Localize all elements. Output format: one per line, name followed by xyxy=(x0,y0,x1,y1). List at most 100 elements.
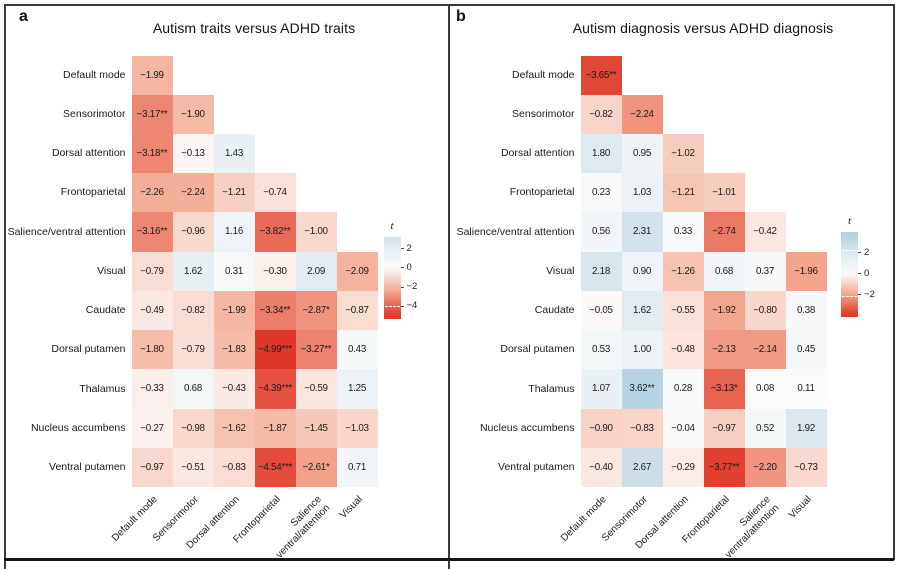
heatmap-cell: −3.82** xyxy=(254,212,296,252)
heatmap-cell: 0.71 xyxy=(336,447,378,488)
heatmap-cell: 0.90 xyxy=(621,251,663,291)
heatmap-cell: −0.80 xyxy=(744,290,786,331)
heatmap-cell: −4.39*** xyxy=(254,369,296,409)
heatmap-cell: −2.20 xyxy=(744,447,786,488)
heatmap-cell: −0.96 xyxy=(172,212,214,252)
row-label: Default mode xyxy=(512,68,575,81)
row-label: Frontoparietal xyxy=(60,186,126,199)
panel-divider xyxy=(448,4,450,569)
heatmap-cell: −1.01 xyxy=(703,173,745,213)
heatmap-cell: −3.34** xyxy=(254,290,296,331)
row-label: Dorsal attention xyxy=(500,147,575,160)
heatmap-cell: −3.65** xyxy=(580,55,622,95)
panel-title-b: Autism diagnosis versus ADHD diagnosis xyxy=(572,20,834,36)
row-label: Nucleus accumbens xyxy=(30,421,126,434)
heatmap-cell: −0.05 xyxy=(580,290,622,331)
heatmap-cell: 2.09 xyxy=(295,251,337,291)
heatmap-cell: −0.42 xyxy=(744,212,786,252)
panel-tag-a: a xyxy=(19,8,28,25)
heatmap-cell: −2.13 xyxy=(703,330,745,370)
heatmap-cell: 0.68 xyxy=(703,251,745,291)
colorbar-threshold-line xyxy=(842,249,857,251)
row-label: Dorsal putamen xyxy=(500,343,575,356)
heatmap-cell: −0.79 xyxy=(172,330,214,370)
heatmap-cell: −0.82 xyxy=(172,290,214,331)
colorbar-tick-label: 2 xyxy=(406,242,412,254)
heatmap-cell: −0.73 xyxy=(785,447,827,488)
heatmap-cell: −1.62 xyxy=(213,408,255,448)
heatmap-cell: −3.17** xyxy=(131,94,173,134)
colorbar-title: t xyxy=(390,220,394,232)
heatmap-cell: −1.45 xyxy=(295,408,337,448)
heatmap-cell: 0.52 xyxy=(744,408,786,448)
colorbar-tick xyxy=(858,252,861,254)
colorbar-tick xyxy=(400,286,404,288)
figure-border-right xyxy=(893,4,895,560)
heatmap-cell: −2.14 xyxy=(744,330,786,370)
figure-rule-bottom xyxy=(4,558,894,561)
colorbar xyxy=(841,232,858,317)
heatmap-cell: −1.02 xyxy=(662,133,704,174)
heatmap-cell: −1.00 xyxy=(295,212,337,252)
row-label: Thalamus xyxy=(528,382,575,395)
heatmap-cell: −2.26 xyxy=(131,173,173,213)
colorbar-tick-label: 2 xyxy=(864,246,870,258)
heatmap-cell: −1.80 xyxy=(131,330,173,370)
heatmap-cell: −1.96 xyxy=(785,251,827,291)
heatmap-cell: −3.18** xyxy=(131,133,173,174)
heatmap-cell: −0.49 xyxy=(131,290,173,331)
heatmap-cell: 1.16 xyxy=(213,212,255,252)
colorbar-tick-label: −2 xyxy=(406,281,418,293)
heatmap-cell: −2.87* xyxy=(295,290,337,331)
row-label: Sensorimotor xyxy=(63,107,126,120)
heatmap-cell: −1.83 xyxy=(213,330,255,370)
heatmap-cell: 1.00 xyxy=(621,330,663,370)
heatmap-cell: 0.38 xyxy=(785,290,827,331)
heatmap-cell: 0.95 xyxy=(621,133,663,174)
heatmap-cell: −2.09 xyxy=(336,251,378,291)
heatmap-cell: −0.48 xyxy=(662,330,704,370)
heatmap-cell: −0.13 xyxy=(172,133,214,174)
row-label: Default mode xyxy=(63,68,126,81)
heatmap-cell: −0.74 xyxy=(254,173,296,213)
heatmap-cell: −0.55 xyxy=(662,290,704,331)
colorbar-tick-label: −4 xyxy=(406,300,418,312)
heatmap-cell: 0.37 xyxy=(744,251,786,291)
heatmap-cell: −0.83 xyxy=(213,447,255,488)
colorbar-tick xyxy=(400,267,404,269)
colorbar-threshold-line xyxy=(384,306,400,308)
heatmap-cell: −3.13* xyxy=(703,369,745,409)
colorbar-tick xyxy=(858,273,861,275)
heatmap-cell: 0.08 xyxy=(744,369,786,409)
heatmap-cell: −0.33 xyxy=(131,369,173,409)
heatmap-cell: −1.99 xyxy=(131,55,173,95)
colorbar-tick-label: 0 xyxy=(864,267,870,279)
heatmap-cell: −3.27** xyxy=(295,330,337,370)
heatmap-cell: −4.54*** xyxy=(254,447,296,488)
row-label: Nucleus accumbens xyxy=(479,421,575,434)
heatmap-cell: −2.24 xyxy=(172,173,214,213)
heatmap-cell: −0.87 xyxy=(336,290,378,331)
heatmap-cell: 0.43 xyxy=(336,330,378,370)
row-label: Dorsal putamen xyxy=(51,343,126,356)
colorbar-tick xyxy=(400,248,404,250)
heatmap-cell: −0.97 xyxy=(703,408,745,448)
colorbar xyxy=(383,237,401,319)
heatmap-cell: −1.87 xyxy=(254,408,296,448)
heatmap-cell: −1.21 xyxy=(213,173,255,213)
heatmap-cell: 1.62 xyxy=(621,290,663,331)
heatmap-cell: 0.45 xyxy=(785,330,827,370)
heatmap-cell: −1.90 xyxy=(172,94,214,134)
colorbar-threshold-line xyxy=(842,296,857,298)
row-label: Frontoparietal xyxy=(509,186,575,199)
row-label: Caudate xyxy=(534,304,575,317)
row-label: Salience/ventral attention xyxy=(7,225,126,238)
heatmap-cell: −1.92 xyxy=(703,290,745,331)
heatmap-cell: −4.99*** xyxy=(254,330,296,370)
colorbar-tick-label: 0 xyxy=(406,261,412,273)
heatmap-cell: 0.31 xyxy=(213,251,255,291)
heatmap-cell: 1.03 xyxy=(621,173,663,213)
panel-title-a: Autism traits versus ADHD traits xyxy=(152,20,356,36)
heatmap-cell: −0.98 xyxy=(172,408,214,448)
colorbar-tick xyxy=(400,305,404,307)
